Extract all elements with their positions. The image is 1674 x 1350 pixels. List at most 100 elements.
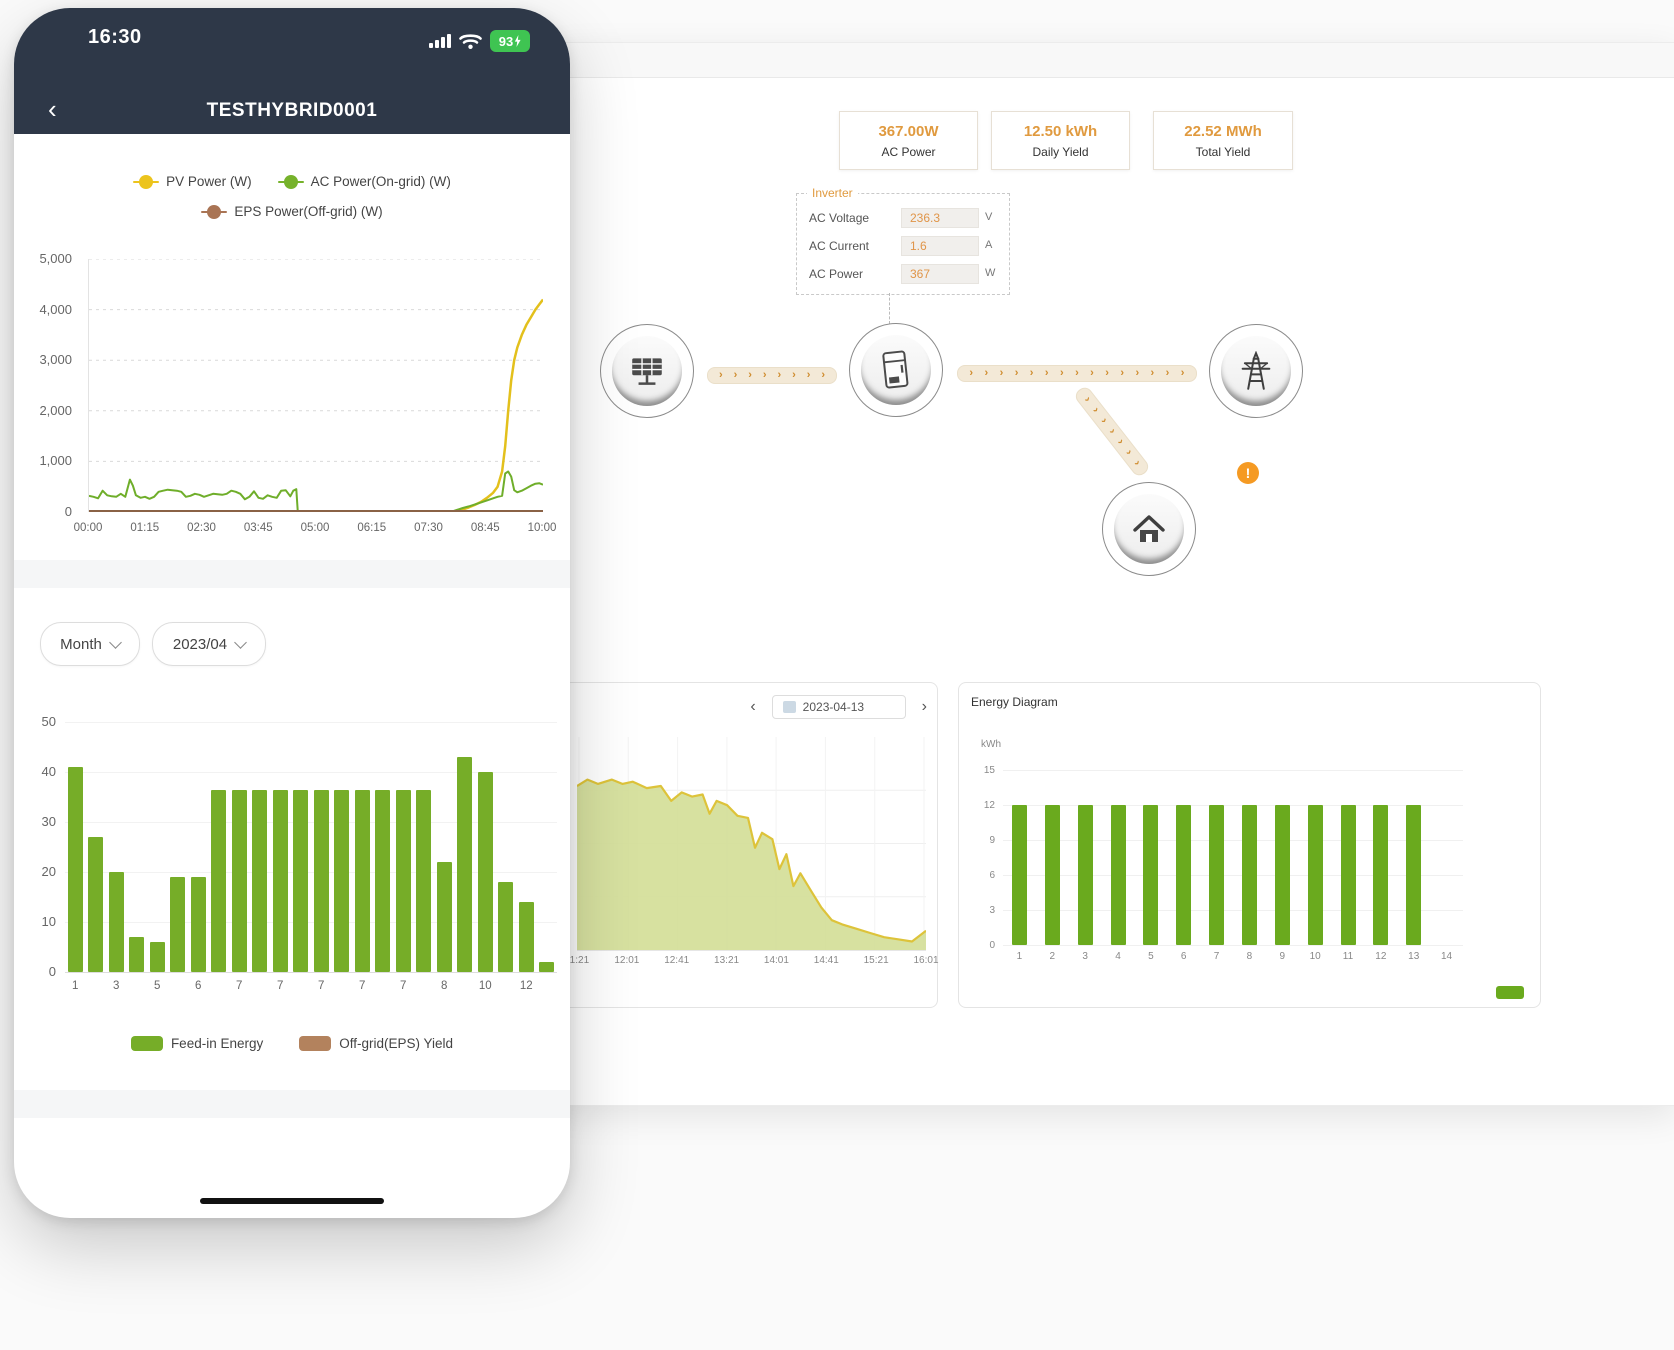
inverter-info-panel: Inverter AC Voltage 236.3 V AC Current 1…: [796, 186, 1010, 295]
energy-bar: [1077, 805, 1093, 945]
energy-chart-y-axis: 15 12 9 6 3 0: [983, 765, 995, 951]
period-dropdown[interactable]: Month: [40, 622, 140, 666]
legend-item-feed-in[interactable]: Feed-in Energy: [130, 1036, 263, 1051]
energy-bar: [1307, 805, 1323, 945]
inverter-row-voltage: AC Voltage 236.3 V: [797, 208, 1009, 228]
energy-bar: [1209, 805, 1225, 945]
month-bar: [88, 837, 104, 972]
energy-bar: [1110, 805, 1126, 945]
inverter-node: [849, 323, 943, 417]
status-icons: 93: [429, 30, 530, 52]
flow-arrows-inverter-to-grid: › › › › › › › › › › › › › › ›: [957, 365, 1197, 382]
month-bar: [498, 882, 514, 972]
date-navigator: ‹ 2023-04-13 ›: [750, 695, 927, 719]
month-bar: [252, 789, 268, 972]
energy-diagram-panel: Energy Diagram kWh 15 12 9 6 3 0 1 2 3 4 5 6 7 8 9 10 1…: [958, 682, 1541, 1008]
energy-diagram-title: Energy Diagram: [971, 695, 1058, 709]
month-bar: [149, 942, 165, 972]
back-button[interactable]: ‹: [48, 94, 57, 124]
day-chart-panel: ‹ 2023-04-13 › 11:21 12:01 12:41 13:21 14:01…: [563, 682, 939, 1008]
inverter-row-power: AC Power 367 W: [797, 264, 1009, 284]
home-node: [1102, 482, 1196, 576]
ac-power-label: AC Power: [881, 144, 936, 159]
energy-bar-chart: [1003, 770, 1463, 946]
ac-current-value: 1.6: [901, 236, 979, 256]
month-bar: [334, 789, 350, 972]
month-chart-x-axis: 1 3 5 6 7 7 7 7 7 8 10 12: [72, 980, 533, 992]
energy-bar: [1143, 805, 1159, 945]
grid-tower-icon: [1221, 336, 1291, 406]
energy-chart-x-axis: 1 2 3 4 5 6 7 8 9 10 11 12 13 14: [1016, 951, 1453, 962]
legend-item-eps-power[interactable]: EPS Power(Off-grid) (W): [201, 204, 383, 219]
month-bar-chart: [65, 722, 557, 973]
inverter-row-current: AC Current 1.6 A: [797, 236, 1009, 256]
month-bar: [375, 789, 391, 972]
power-chart-x-axis: 00:00 01:15 02:30 03:45 05:00 06:15 07:30 08:45…: [73, 522, 557, 534]
legend-item-offgrid-yield[interactable]: Off-grid(EPS) Yield: [299, 1036, 453, 1051]
energy-bar: [1406, 805, 1422, 945]
month-bar: [395, 789, 411, 972]
chevron-down-icon: [108, 635, 122, 649]
power-chart-y-axis: 5,000 4,000 3,000 2,000 1,000 0: [39, 251, 72, 519]
month-bar: [293, 789, 309, 972]
dashboard-window: 367.00W AC Power 12.50 kWh Daily Yield 2…: [548, 42, 1674, 1106]
section-divider: [14, 560, 570, 588]
energy-bar: [1241, 805, 1257, 945]
month-dropdown[interactable]: 2023/04: [152, 622, 266, 666]
device-title: TESTHYBRID0001: [206, 100, 378, 121]
month-bar: [211, 789, 227, 972]
section-divider: [14, 1090, 570, 1118]
month-bar: [170, 877, 186, 972]
ac-voltage-value: 236.3: [901, 208, 979, 228]
energy-bar: [1176, 805, 1192, 945]
total-yield-label: Total Yield: [1195, 144, 1251, 159]
energy-legend-swatch: [1496, 986, 1524, 999]
power-chart-legend-row2: EPS Power(Off-grid) (W): [14, 204, 570, 219]
stat-card-daily-yield: 12.50 kWh Daily Yield: [991, 111, 1130, 170]
alert-icon[interactable]: !: [1237, 462, 1259, 484]
month-bar: [436, 862, 452, 972]
month-bar: [190, 877, 206, 972]
energy-unit-label: kWh: [981, 739, 1001, 750]
day-area-chart: [577, 737, 926, 951]
wifi-icon: [459, 33, 482, 49]
month-bar: [67, 767, 83, 972]
phone-screen: 16:30 93 ‹ TESTHYBRID0001 PV Power (W): [14, 8, 570, 1218]
date-picker[interactable]: 2023-04-13: [771, 695, 906, 719]
legend-item-pv-power[interactable]: PV Power (W): [133, 174, 252, 189]
status-time: 16:30: [88, 26, 142, 48]
phone-header-area: 16:30 93 ‹ TESTHYBRID0001: [14, 8, 570, 134]
month-bar: [108, 872, 124, 972]
grid-node: [1209, 324, 1303, 418]
chevron-down-icon: [234, 635, 247, 649]
window-top-strip: [549, 43, 1674, 78]
day-chart-x-axis: 11:21 12:01 12:41 13:21 14:01 14:41 15:21 16:01: [564, 955, 939, 966]
month-bar: [272, 789, 288, 972]
energy-bar: [1274, 805, 1290, 945]
stat-card-total-yield: 22.52 MWh Total Yield: [1153, 111, 1293, 170]
month-bar: [539, 962, 555, 972]
daily-yield-label: Daily Yield: [1032, 144, 1089, 159]
month-chart-legend: Feed-in Energy Off-grid(EPS) Yield: [14, 1036, 570, 1051]
month-bar: [457, 757, 473, 972]
next-day-button[interactable]: ›: [921, 698, 927, 715]
home-indicator[interactable]: [200, 1198, 384, 1204]
energy-bar: [1011, 805, 1027, 945]
prev-day-button[interactable]: ‹: [750, 698, 756, 715]
house-icon: [1114, 494, 1184, 564]
legend-item-ac-power[interactable]: AC Power(On-grid) (W): [277, 174, 451, 189]
month-bar: [477, 772, 493, 972]
energy-bar: [1340, 805, 1356, 945]
flow-arrows-pv-to-inverter: › › › › › › › ›: [707, 367, 837, 384]
power-chart-legend-row1: PV Power (W) AC Power(On-grid) (W): [14, 174, 570, 189]
solar-panel-icon: [612, 336, 682, 406]
month-bar: [518, 902, 534, 972]
selected-date: 2023-04-13: [802, 700, 865, 714]
month-bar: [313, 789, 329, 972]
stat-card-ac-power: 367.00W AC Power: [839, 111, 978, 170]
month-bar: [129, 937, 145, 972]
daily-yield-value: 12.50 kWh: [1023, 122, 1098, 140]
month-chart-y-axis: 50 40 30 20 10 0: [41, 714, 56, 979]
battery-icon: 93: [490, 30, 530, 52]
month-bar: [354, 789, 370, 972]
